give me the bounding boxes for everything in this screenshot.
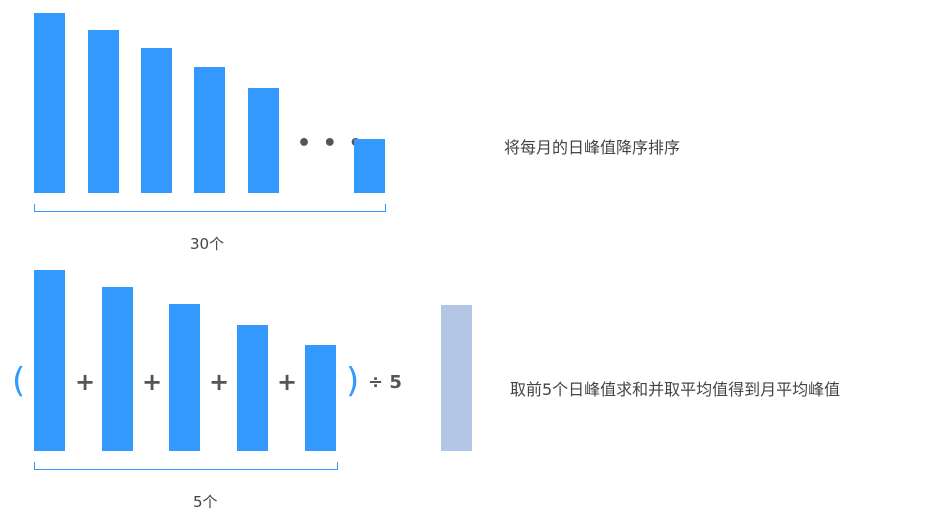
count-label-30: 30个 [190,235,225,253]
top5-bar [305,345,336,451]
plus-sign: + [277,368,298,396]
divide-by-five: ÷ 5 [368,372,402,393]
top5-bar [169,304,200,451]
bracket-30 [34,204,386,212]
plus-sign: + [209,368,230,396]
sort-caption: 将每月的日峰值降序排序 [504,138,681,157]
ellipsis: • • • [297,131,365,156]
sorted-bar [141,48,172,193]
top5-bar [34,270,65,451]
sorted-bar [34,13,65,193]
top5-bar [102,287,133,451]
plus-sign: + [75,368,96,396]
sorted-bar [354,139,385,193]
bracket-5 [34,462,338,470]
average-caption: 取前5个日峰值求和并取平均值得到月平均峰值 [510,380,841,399]
top5-bar [237,325,268,451]
sorted-bar [88,30,119,193]
sorted-bar [248,88,279,193]
monthly-average-bar [441,305,472,451]
open-paren: ( [12,361,26,401]
sorted-bar [194,67,225,193]
plus-sign: + [142,368,163,396]
count-label-5: 5个 [193,493,218,511]
close-paren: ) [346,361,360,401]
